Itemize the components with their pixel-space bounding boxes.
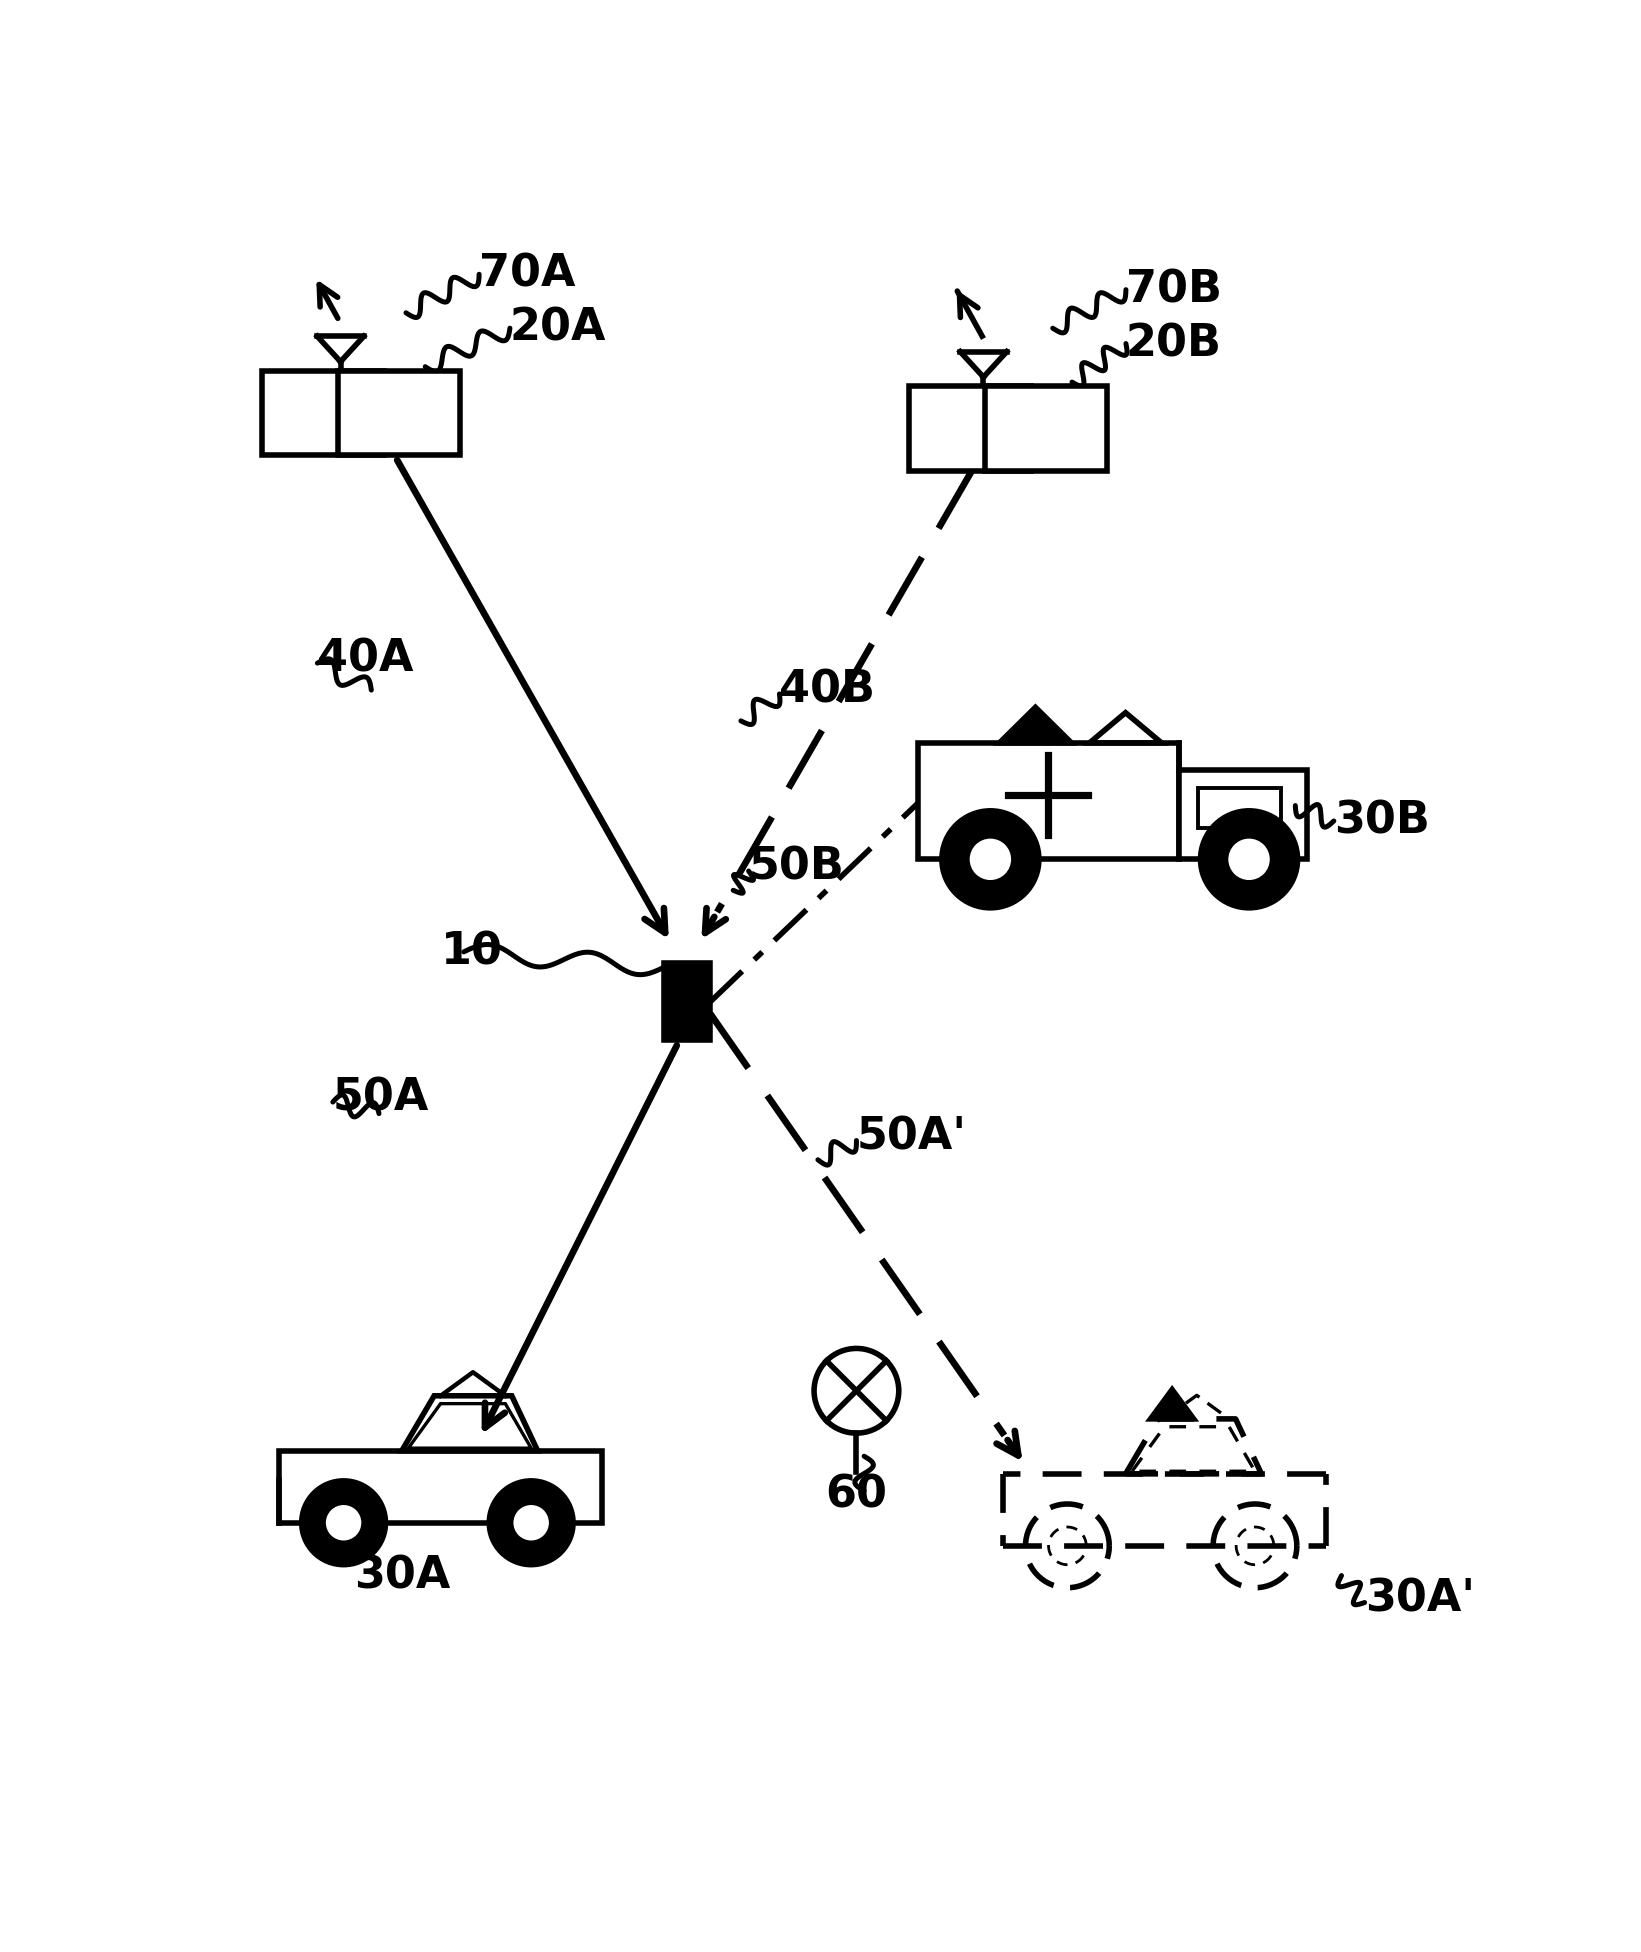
Circle shape [325,1503,363,1542]
Bar [263,371,384,455]
Polygon shape [999,707,1072,744]
Text: 50A': 50A' [857,1115,967,1158]
Bar [665,964,711,1040]
Polygon shape [402,1396,538,1450]
Text: 70B: 70B [1126,267,1223,310]
Bar [985,386,1108,470]
Text: 30B: 30B [1334,800,1429,843]
Text: 40A: 40A [317,638,414,681]
Text: 20B: 20B [1126,322,1223,365]
Circle shape [942,810,1039,908]
Text: 30A': 30A' [1365,1577,1475,1620]
Bar [1178,771,1306,859]
Circle shape [489,1482,573,1566]
Bar [1198,789,1282,828]
Bar [909,386,1031,470]
Bar [279,1450,602,1523]
Text: 50B: 50B [748,845,845,888]
Polygon shape [1150,1390,1193,1419]
Circle shape [302,1482,386,1566]
Text: 20A: 20A [510,306,607,349]
Circle shape [968,837,1012,880]
Bar [338,371,459,455]
Text: 10: 10 [441,931,502,974]
Bar [919,744,1178,859]
Circle shape [512,1503,550,1542]
Circle shape [1227,837,1270,880]
Text: 40B: 40B [779,670,875,712]
Text: 30A: 30A [354,1554,450,1597]
Text: 70A: 70A [479,252,576,297]
Text: 60: 60 [825,1474,888,1517]
Text: 50A: 50A [333,1078,430,1120]
Circle shape [1201,810,1298,908]
